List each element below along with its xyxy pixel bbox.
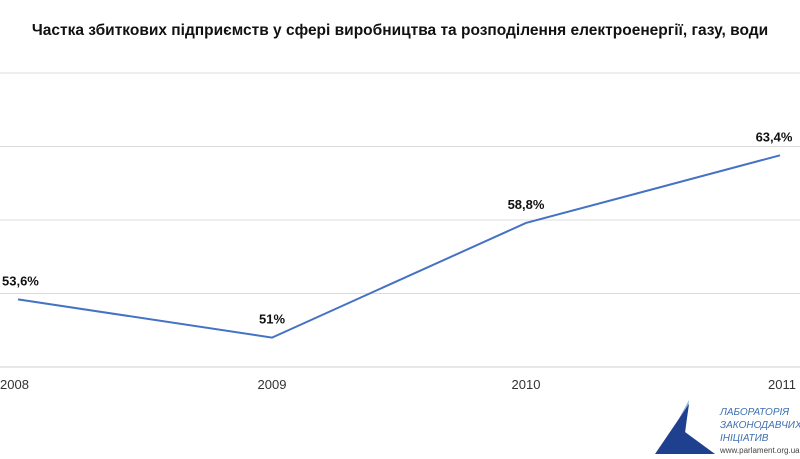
logo-url: www.parlament.org.ua [720, 446, 800, 455]
x-tick-label: 2009 [258, 377, 287, 392]
lab-logo-icon [655, 400, 715, 454]
data-label: 63,4% [756, 129, 793, 144]
data-label: 53,6% [2, 273, 39, 288]
series-line [17, 154, 781, 339]
logo-line-1: ЛАБОРАТОРІЯ [720, 407, 790, 418]
data-label: 51% [259, 312, 285, 327]
data-labels: 53,6% 51% 58,8% 63,4% [2, 129, 793, 326]
data-label: 58,8% [508, 197, 545, 212]
gridlines [0, 72, 800, 368]
x-tick-label: 2010 [512, 377, 541, 392]
line-chart: 53,6% 51% 58,8% 63,4% 2008 2009 2010 2011 [0, 72, 800, 392]
x-tick-label: 2011 [768, 377, 796, 392]
logo-mark-dark [655, 404, 715, 454]
x-tick-label: 2008 [0, 377, 29, 392]
series-lines [17, 154, 781, 339]
chart-title: Частка збиткових підприємств у сфері вир… [31, 22, 769, 39]
x-tick-labels: 2008 2009 2010 2011 [0, 377, 796, 392]
logo-line-3: ІНІЦІАТИВ [720, 433, 769, 444]
logo-text: ЛАБОРАТОРІЯ ЗАКОНОДАВЧИХ ІНІЦІАТИВ [720, 406, 800, 445]
logo-line-2: ЗАКОНОДАВЧИХ [720, 420, 800, 431]
